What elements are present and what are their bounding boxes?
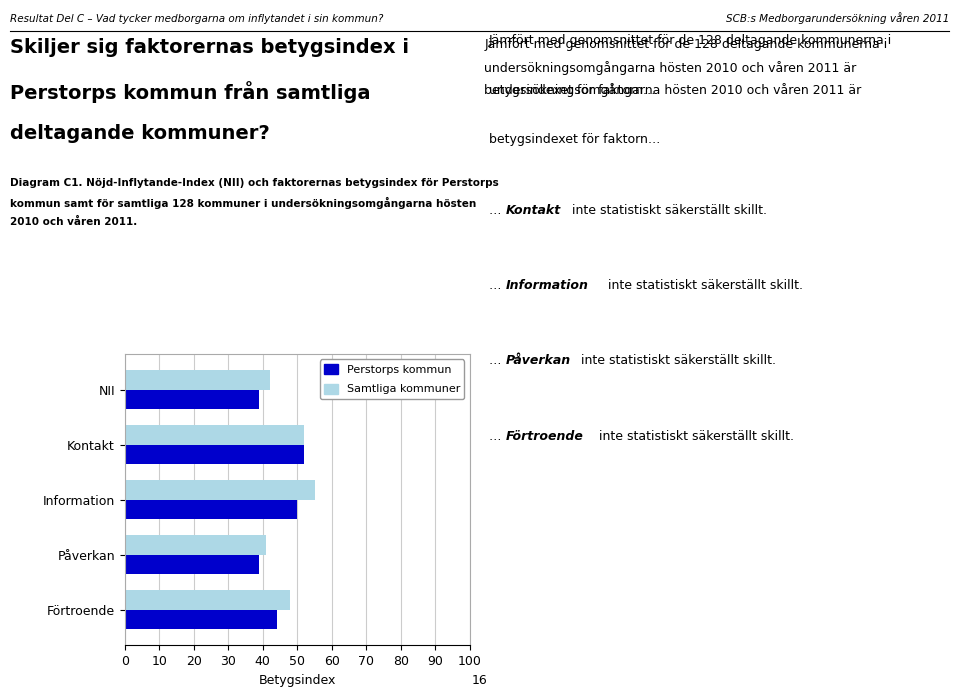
Text: SCB:s Medborgarundersökning våren 2011: SCB:s Medborgarundersökning våren 2011 <box>726 12 949 24</box>
Text: Påverkan: Påverkan <box>505 355 571 367</box>
Text: undersökningsomgångarna hösten 2010 och våren 2011 är: undersökningsomgångarna hösten 2010 och … <box>489 83 861 97</box>
Text: Förtroende: Förtroende <box>505 430 584 443</box>
Bar <box>125 371 269 390</box>
Bar <box>125 536 267 555</box>
Text: Jämfört med genomsnittet för de 128 deltagande kommunerna i: Jämfört med genomsnittet för de 128 delt… <box>484 38 887 51</box>
Text: …: … <box>489 430 505 443</box>
Text: Skiljer sig faktorernas betygsindex i: Skiljer sig faktorernas betygsindex i <box>10 38 409 57</box>
Text: Information: Information <box>505 279 589 292</box>
Text: inte statistiskt säkerställt skillt.: inte statistiskt säkerställt skillt. <box>568 204 767 217</box>
Text: 16: 16 <box>472 674 487 687</box>
Text: Diagram C1. Nöjd-Inflytande-Index (NII) och faktorernas betygsindex för Perstorp: Diagram C1. Nöjd-Inflytande-Index (NII) … <box>10 178 499 187</box>
Text: Kontakt: Kontakt <box>505 204 561 217</box>
Text: inte statistiskt säkerställt skillt.: inte statistiskt säkerställt skillt. <box>603 279 803 292</box>
Bar <box>125 555 259 574</box>
X-axis label: Betygsindex: Betygsindex <box>259 674 336 686</box>
Bar <box>125 480 315 500</box>
Text: kommun samt för samtliga 128 kommuner i undersökningsomgångarna hösten: kommun samt för samtliga 128 kommuner i … <box>10 197 476 209</box>
Text: deltagande kommuner?: deltagande kommuner? <box>10 124 269 143</box>
Bar <box>125 500 297 519</box>
Text: inte statistiskt säkerställt skillt.: inte statistiskt säkerställt skillt. <box>577 355 776 367</box>
Bar <box>125 445 304 464</box>
Text: Perstorps kommun från samtliga: Perstorps kommun från samtliga <box>10 81 370 103</box>
Text: …: … <box>489 279 505 292</box>
Bar <box>125 390 259 409</box>
Text: 2010 och våren 2011.: 2010 och våren 2011. <box>10 217 137 227</box>
Text: undersökningsomgångarna hösten 2010 och våren 2011 är: undersökningsomgångarna hösten 2010 och … <box>484 61 856 75</box>
Bar <box>125 591 291 609</box>
Text: Jämfört med genomsnittet för de 128 deltagande kommunerna i: Jämfört med genomsnittet för de 128 delt… <box>489 34 892 46</box>
Text: Resultat Del C – Vad tycker medborgarna om inflytandet i sin kommun?: Resultat Del C – Vad tycker medborgarna … <box>10 15 383 24</box>
Text: …: … <box>489 204 505 217</box>
Text: betygsindexet för faktorn…: betygsindexet för faktorn… <box>489 133 661 146</box>
Bar <box>125 425 304 445</box>
Text: betygsindexet för faktorn…: betygsindexet för faktorn… <box>484 84 656 97</box>
Bar <box>125 609 276 629</box>
Legend: Perstorps kommun, Samtliga kommuner: Perstorps kommun, Samtliga kommuner <box>320 359 464 399</box>
Text: inte statistiskt säkerställt skillt.: inte statistiskt säkerställt skillt. <box>595 430 794 443</box>
Text: …: … <box>489 355 505 367</box>
